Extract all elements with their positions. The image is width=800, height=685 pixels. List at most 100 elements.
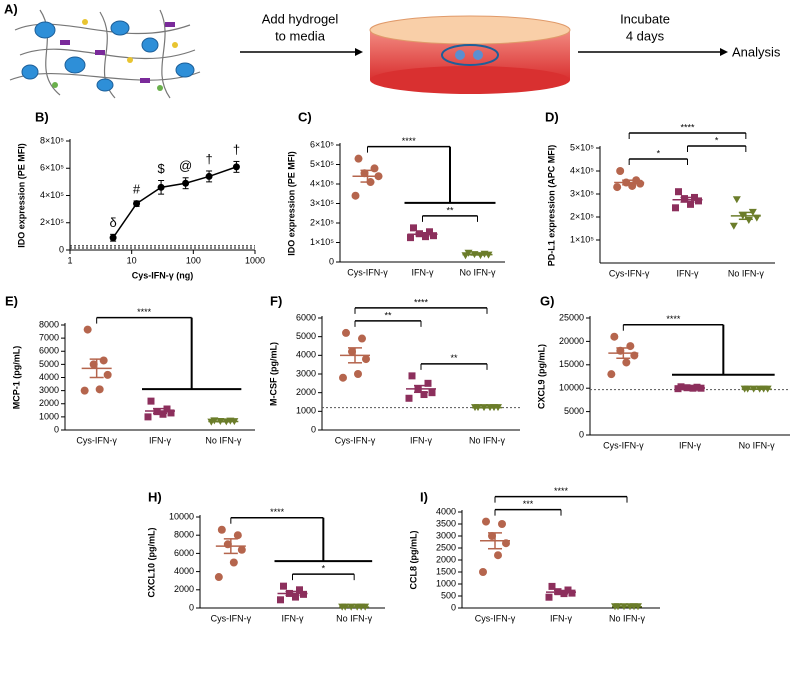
- data-point: [610, 332, 619, 341]
- x-tick-label: 1: [67, 255, 72, 265]
- x-tick-label: Cys-IFN-γ: [76, 435, 117, 445]
- significance-label: ****: [402, 136, 417, 146]
- significance-bracket: **: [354, 310, 422, 327]
- data-point: [144, 413, 152, 421]
- data-point: [545, 593, 553, 601]
- y-tick-label: 2×10⁵: [570, 211, 594, 221]
- error-bar: [89, 358, 104, 379]
- panel-label: E): [5, 293, 18, 308]
- significance-label: ****: [137, 307, 152, 317]
- petri-dish: [369, 15, 571, 94]
- error-bar: [216, 420, 231, 423]
- error-bar: [223, 538, 238, 555]
- y-tick-label: 3000: [436, 530, 456, 540]
- panel-label: A): [4, 1, 18, 16]
- y-tick-label: 1×10⁵: [570, 234, 594, 244]
- error-bar: [683, 386, 697, 389]
- significance-label: *: [715, 135, 719, 145]
- data-point: [622, 358, 631, 367]
- data-point: [232, 163, 240, 171]
- y-tick-label: 0: [451, 602, 456, 612]
- significance-bracket: ***: [494, 499, 562, 516]
- y-tick-label: 20000: [559, 336, 584, 346]
- step-text: Analysis: [732, 44, 781, 59]
- data-point: [479, 568, 487, 576]
- panel-label: F): [270, 293, 282, 308]
- data-point: [205, 172, 213, 180]
- x-tick-label: No IFN-γ: [469, 435, 506, 445]
- y-tick-label: 5×10⁵: [570, 142, 594, 152]
- significance-bracket: ****: [494, 486, 628, 503]
- error-bar: [153, 407, 167, 415]
- y-axis-label: CXCL10 (pg/mL): [146, 527, 156, 597]
- error-bar: [348, 347, 362, 364]
- y-tick-label: 4×10⁵: [40, 190, 64, 200]
- significance-label: ****: [680, 122, 695, 132]
- chart-panel: C) IDO expression (PE MFI) 0 1×10⁵ 2×10⁵ 3×10…: [286, 109, 505, 277]
- significance-label: ***: [523, 499, 534, 509]
- y-tick-label: 1×10⁵: [310, 237, 334, 247]
- y-tick-label: 0: [579, 429, 584, 439]
- x-tick-label: Cys-IFN-γ: [603, 440, 644, 450]
- data-point: [370, 164, 379, 173]
- y-tick-label: 0: [329, 256, 334, 266]
- chart-panel: B) IDO expression (PE MFI) 0 2×10⁵ 4×10⁵ 6×10…: [16, 109, 265, 280]
- y-tick-label: 4×10⁵: [310, 178, 334, 188]
- data-point: [548, 582, 556, 590]
- x-tick-label: Cys-IFN-γ: [475, 613, 516, 623]
- y-tick-label: 1000: [296, 406, 316, 416]
- y-tick-label: 10000: [559, 383, 584, 393]
- y-axis-label: IDO expression (PE MFI): [16, 143, 26, 248]
- x-tick-label: 100: [186, 255, 201, 265]
- error-bar: [616, 347, 631, 359]
- data-point: [422, 233, 429, 241]
- y-tick-label: 3000: [296, 368, 316, 378]
- error-bar: [488, 532, 502, 550]
- data-point: [424, 379, 432, 387]
- annotation: @: [179, 158, 192, 173]
- data-point: [95, 385, 104, 394]
- significance-label: **: [450, 353, 458, 363]
- y-tick-label: 3500: [436, 518, 456, 528]
- y-tick-label: 1000: [436, 578, 456, 588]
- data-point: [568, 589, 576, 597]
- data-point: [157, 183, 165, 191]
- y-tick-label: 4×10⁵: [570, 165, 594, 175]
- data-point: [83, 325, 92, 334]
- x-tick-label: IFN-γ: [677, 268, 699, 278]
- data-point: [729, 222, 738, 230]
- error-bar: [285, 590, 300, 597]
- panel-label: G): [540, 293, 554, 308]
- error-bar: [360, 169, 375, 183]
- panel-label: H): [148, 489, 162, 504]
- data-point: [494, 551, 502, 560]
- x-tick-label: IFN-γ: [410, 435, 432, 445]
- data-point: [147, 397, 155, 405]
- data-point: [351, 191, 360, 200]
- data-point: [410, 224, 417, 232]
- data-point: [626, 342, 635, 351]
- data-point: [681, 195, 688, 203]
- x-tick-label: No IFN-γ: [205, 435, 242, 445]
- data-point: [277, 596, 284, 604]
- data-point: [482, 517, 490, 526]
- y-tick-label: 6000: [174, 548, 194, 558]
- data-point: [80, 386, 89, 395]
- y-tick-label: 0: [189, 602, 194, 612]
- y-tick-label: 2000: [296, 387, 316, 397]
- y-tick-label: 8×10⁵: [40, 135, 64, 145]
- data-point: [292, 593, 299, 601]
- data-point: [296, 586, 303, 594]
- chart-panel: I) CCL8 (pg/mL) 0 500 1000 1500 2000 2500 3000 35…: [408, 486, 660, 623]
- data-point: [182, 179, 190, 187]
- data-point: [233, 531, 242, 540]
- arrow-head: [355, 48, 363, 56]
- data-point: [339, 373, 347, 382]
- y-tick-label: 15000: [559, 359, 584, 369]
- significance-label: *: [322, 564, 326, 574]
- significance-bracket: *: [687, 135, 747, 152]
- chart-panel: F) M-CSF (pg/mL) 0 1000 2000 3000 4000 5000 6000…: [268, 293, 520, 445]
- data-point: [687, 200, 694, 208]
- y-tick-label: 2×10⁵: [40, 217, 64, 227]
- data-point: [109, 234, 117, 242]
